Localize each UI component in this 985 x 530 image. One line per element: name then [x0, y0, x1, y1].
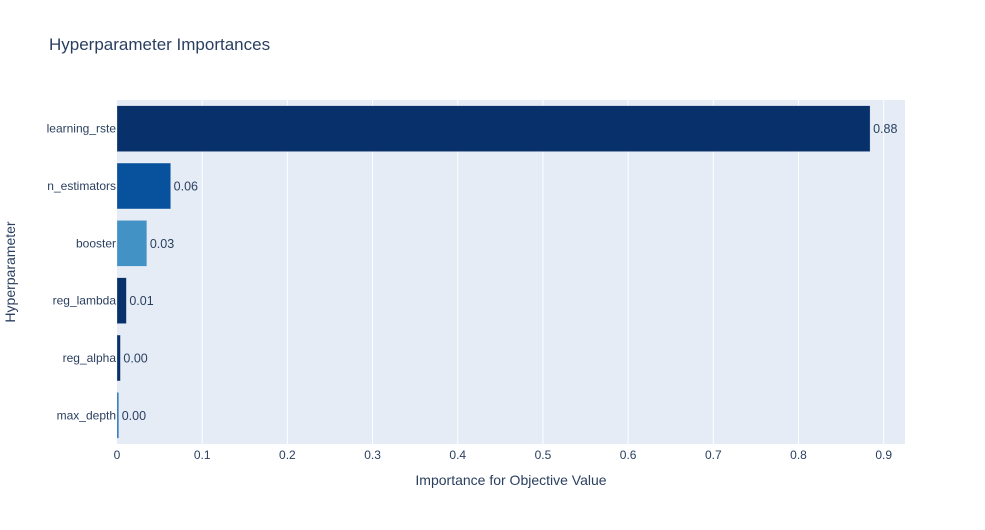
x-tick-label: 0.3: [364, 448, 381, 462]
x-axis-title: Importance for Objective Value: [415, 472, 606, 488]
y-tick-label: n_estimators: [47, 179, 116, 193]
x-tick-label: 0.9: [875, 448, 892, 462]
x-tick-label: 0.6: [620, 448, 637, 462]
y-tick-label: reg_alpha: [63, 351, 117, 365]
bar: [116, 277, 127, 324]
x-tick-label: 0.5: [535, 448, 552, 462]
bar: [116, 392, 119, 439]
y-tick-label: reg_lambda: [53, 294, 117, 308]
x-tick-label: 0.1: [194, 448, 211, 462]
bar: [116, 162, 171, 210]
x-tick-labels: 0 0.1 0.2 0.3 0.4 0.5 0.6 0.7 0.8 0.9: [114, 448, 893, 462]
bar: [116, 220, 148, 267]
x-tick-label: 0.7: [705, 448, 722, 462]
x-tick-label: 0.2: [279, 448, 296, 462]
data-labels: 0.88 0.06 0.03 0.01 0.00 0.00: [122, 122, 898, 423]
y-axis-title: Hyperparameter: [2, 221, 18, 322]
bar-value-label: 0.88: [873, 122, 897, 136]
plot-background: [117, 100, 905, 444]
bar-value-label: 0.06: [174, 180, 198, 194]
bar: [116, 105, 871, 152]
bar-value-label: 0.03: [150, 237, 174, 251]
x-tick-label: 0.4: [449, 448, 466, 462]
y-tick-label: max_depth: [57, 408, 116, 422]
gridlines: [201, 100, 885, 444]
y-tick-label: booster: [76, 236, 116, 250]
bar-value-label: 0.01: [129, 294, 153, 308]
chart-title: Hyperparameter Importances: [49, 35, 270, 54]
x-tick-label: 0: [114, 448, 121, 462]
y-tick-label: learning_rste: [47, 122, 117, 136]
bar-value-label: 0.00: [122, 409, 146, 423]
bar-value-label: 0.00: [123, 352, 147, 366]
x-tick-label: 0.8: [790, 448, 807, 462]
bar: [116, 334, 121, 382]
bars: [116, 105, 871, 439]
